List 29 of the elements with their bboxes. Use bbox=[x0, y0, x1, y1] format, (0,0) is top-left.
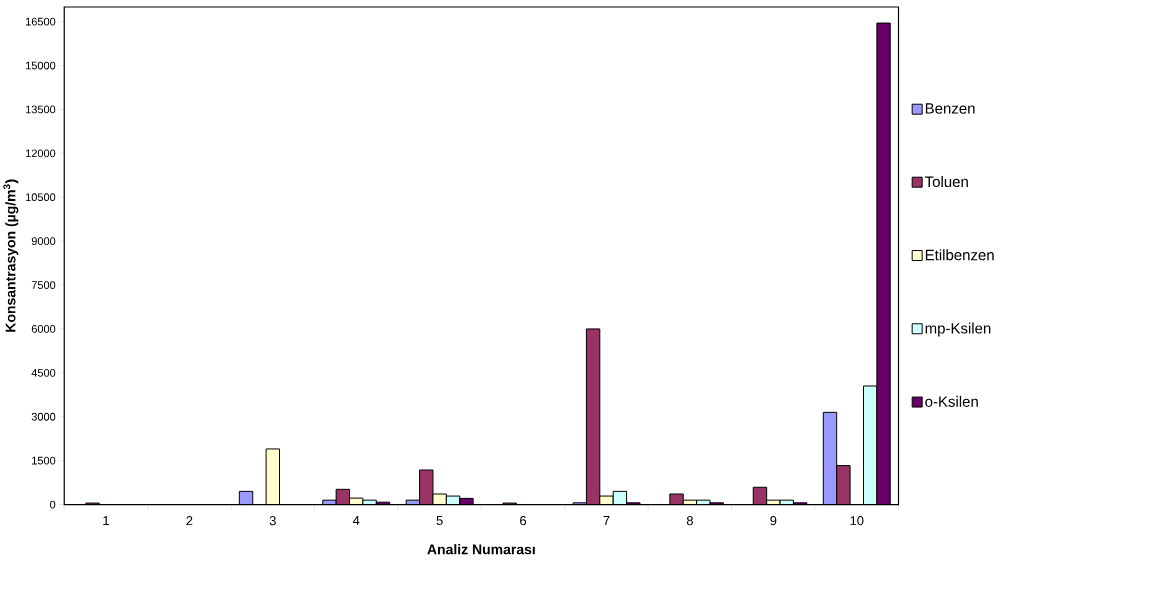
y-tick-label: 1500 bbox=[32, 456, 56, 465]
x-tick-label: 9 bbox=[770, 515, 777, 526]
y-tick-label: 4500 bbox=[31, 368, 56, 377]
x-tick-label: 2 bbox=[186, 515, 193, 525]
y-tick-label: 3000 bbox=[31, 412, 56, 421]
y-axis-title: Konsantrasyon (µg/m$^{3}$) bbox=[3, 179, 19, 332]
y-tick-label: 13500 bbox=[26, 105, 56, 114]
x-tick-label: 6 bbox=[520, 515, 527, 526]
y-tick-label: 16500 bbox=[26, 17, 56, 26]
x-axis-title: Analiz Numarası bbox=[427, 543, 535, 555]
y-tick-label: 0 bbox=[50, 500, 56, 509]
legend-label: mp-Ksilen bbox=[925, 322, 991, 337]
y-tick-label: 9000 bbox=[31, 237, 56, 245]
legend-label: Benzen bbox=[925, 103, 975, 114]
legend-label: Toluen bbox=[925, 175, 968, 187]
y-tick-label: 7500 bbox=[31, 280, 56, 289]
y-tick-label: 15000 bbox=[26, 61, 56, 70]
x-tick-label: 1 bbox=[103, 515, 109, 525]
x-tick-label: 7 bbox=[603, 515, 610, 525]
x-tick-label: 8 bbox=[686, 515, 693, 526]
x-tick-label: 5 bbox=[436, 515, 443, 525]
legend-label: Etilbenzen bbox=[925, 249, 994, 261]
x-tick-label: 3 bbox=[269, 515, 276, 526]
legend-label: o-Ksilen bbox=[925, 395, 978, 407]
y-tick-label: 10500 bbox=[26, 193, 56, 201]
y-tick-label: 12000 bbox=[26, 149, 56, 157]
x-tick-label: 4 bbox=[352, 515, 360, 525]
x-tick-label: 10 bbox=[850, 515, 864, 526]
y-tick-label: 6000 bbox=[31, 324, 56, 333]
